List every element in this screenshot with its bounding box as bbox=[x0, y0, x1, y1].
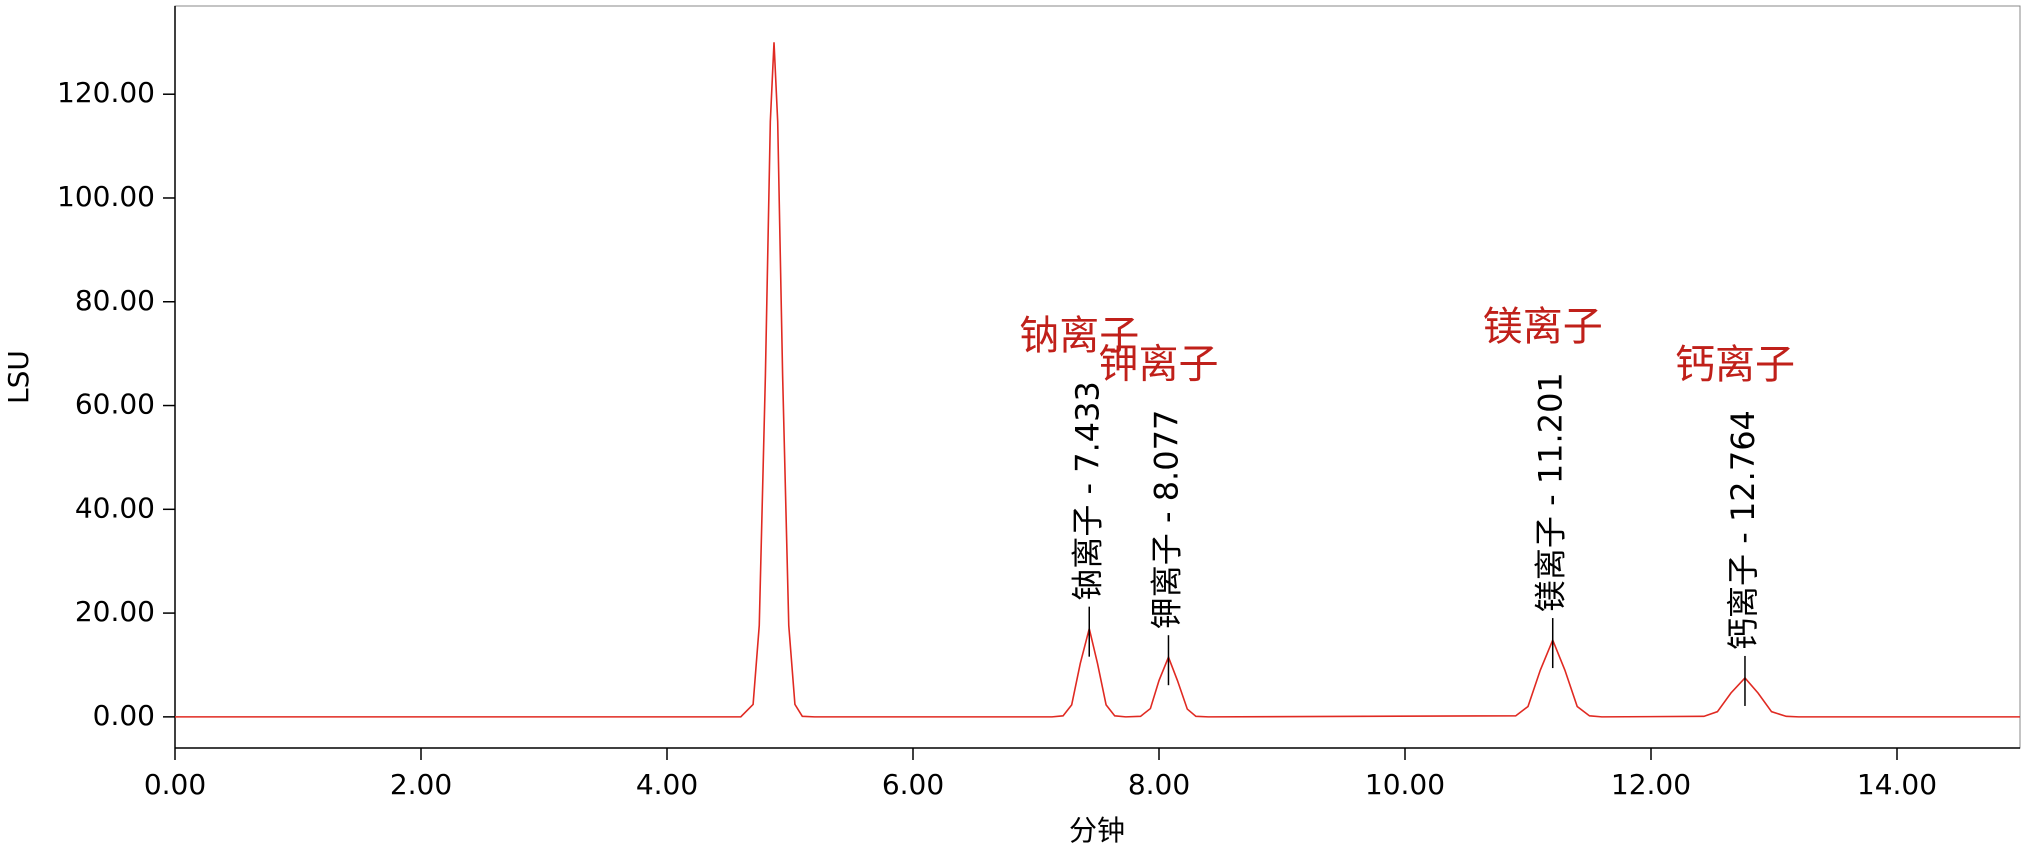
peak-title: 镁离子 bbox=[1483, 304, 1603, 350]
peak-title: 钾离子 bbox=[1098, 342, 1218, 388]
peak-label: 钠离子 - 7.433 bbox=[1068, 381, 1106, 601]
y-tick-label: 60.00 bbox=[75, 388, 155, 421]
peak-label: 钙离子 - 12.764 bbox=[1724, 410, 1762, 650]
x-tick-label: 2.00 bbox=[390, 768, 452, 801]
peak-label: 钾离子 - 8.077 bbox=[1147, 410, 1185, 630]
y-tick-label: 40.00 bbox=[75, 491, 155, 524]
x-tick-label: 6.00 bbox=[882, 768, 944, 801]
x-tick-label: 14.00 bbox=[1857, 768, 1937, 801]
trace bbox=[175, 42, 2020, 718]
y-tick-label: 20.00 bbox=[75, 595, 155, 628]
y-tick-label: 0.00 bbox=[93, 699, 155, 732]
peak-title: 钙离子 bbox=[1675, 342, 1795, 388]
x-tick-label: 0.00 bbox=[144, 768, 206, 801]
x-tick-label: 10.00 bbox=[1365, 768, 1445, 801]
x-tick-label: 4.00 bbox=[636, 768, 698, 801]
peak-title: 钠离子 bbox=[1019, 313, 1139, 359]
y-tick-label: 100.00 bbox=[57, 180, 155, 213]
y-tick-label: 80.00 bbox=[75, 284, 155, 317]
x-tick-label: 8.00 bbox=[1128, 768, 1190, 801]
x-axis-label: 分钟 bbox=[1069, 814, 1125, 847]
y-tick-label: 120.00 bbox=[57, 76, 155, 109]
y-axis-label: LSU bbox=[2, 350, 35, 404]
peak-label: 镁离子 - 11.201 bbox=[1532, 372, 1570, 612]
x-tick-label: 12.00 bbox=[1611, 768, 1691, 801]
